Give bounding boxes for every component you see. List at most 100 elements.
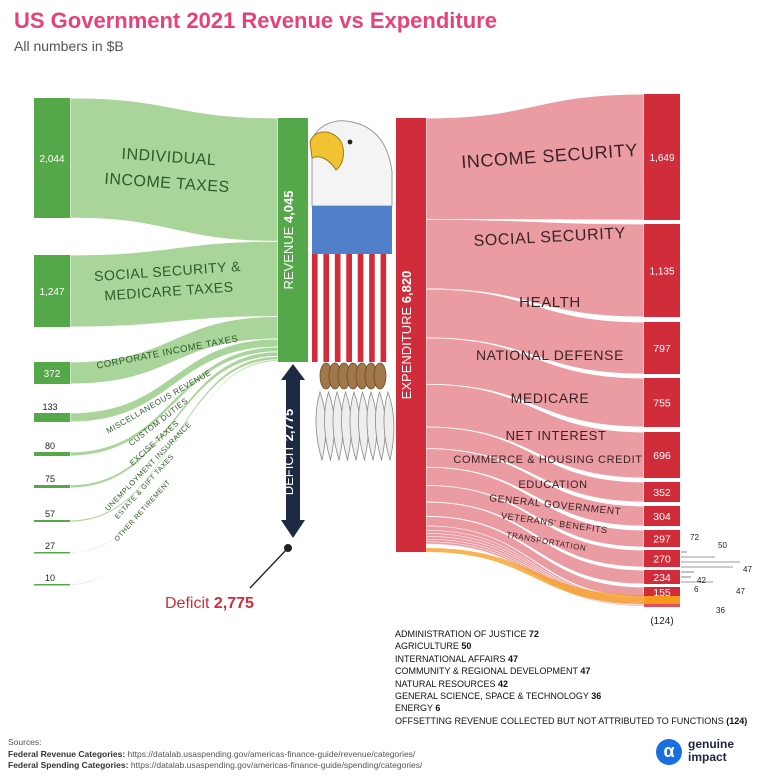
revenue-source-bar [34, 584, 70, 586]
expenditure-value-label: 1,649 [649, 153, 674, 164]
minor-item: GENERAL SCIENCE, SPACE & TECHNOLOGY 36 [395, 691, 602, 702]
revenue-flow [69, 97, 279, 242]
revenue-total-label: REVENUE 4,045 [281, 190, 296, 289]
eagle-shield-stripe [346, 254, 352, 362]
revenue-total-bar [278, 118, 308, 362]
expenditure-value-label: 797 [653, 343, 671, 355]
eagle-shield-stripe [317, 254, 324, 362]
eagle-shield-stripe [357, 254, 364, 362]
revenue-source-bar [34, 255, 70, 327]
logo-wordmark: genuine impact [688, 737, 735, 764]
deficit-arrow [281, 364, 305, 538]
expenditure-category-bar [644, 322, 680, 374]
eagle-shield-stripe [374, 254, 381, 362]
eagle-shield-stripe [329, 254, 335, 362]
minor-callout-label: 50 [718, 541, 727, 550]
eagle-shield-stripe [312, 254, 318, 362]
revenue-source-bar [34, 452, 70, 456]
minor-callout-label: 72 [690, 533, 699, 542]
eagle-shield-blue [312, 206, 392, 254]
expenditure-category-bar [644, 550, 680, 567]
expenditure-value-label: 270 [653, 554, 671, 566]
revenue-value-label: 57 [45, 509, 55, 519]
revenue-value-label: 133 [42, 402, 57, 412]
minor-callout-label: 36 [716, 606, 725, 615]
expenditure-category-bar [644, 570, 680, 584]
expenditure-value-label: 297 [653, 534, 671, 546]
revenue-value-label: 2,044 [39, 154, 64, 165]
eagle-shield-stripe [380, 254, 387, 362]
expenditure-total-bar [396, 118, 426, 552]
revenue-source-bar [34, 362, 70, 384]
expenditure-category-label: MEDICARE [511, 390, 590, 406]
eagle-shield-stripe [369, 254, 375, 362]
eagle-shield-stripe [386, 254, 392, 362]
minor-callout-label: 47 [743, 565, 752, 574]
sources-heading: Sources: [8, 737, 42, 747]
eagle-shield-stripe [334, 254, 341, 362]
revenue-source-bar [34, 413, 70, 422]
expenditure-category-label: NET INTEREST [506, 428, 607, 443]
revenue-source-bar [34, 552, 70, 554]
revenue-source-bar [34, 520, 70, 522]
genuine-impact-logo: α genuine impact [656, 738, 766, 768]
revenue-source-bar [34, 98, 70, 218]
expenditure-category-bar [644, 378, 680, 427]
deficit-label: DEFICIT 2,775 [281, 409, 296, 495]
expenditure-value-label: 755 [653, 398, 671, 410]
minor-expenditure-list: ADMINISTRATION OF JUSTICE 72 AGRICULTURE… [395, 628, 747, 727]
deficit-callout-dot [284, 544, 292, 552]
eagle-talon [373, 362, 387, 390]
expenditure-flow [425, 218, 645, 318]
minor-callout-label: 6 [694, 585, 699, 594]
eagle-shield-stripe [340, 254, 347, 362]
expenditure-category-label: EDUCATION [518, 479, 587, 491]
eagle-shield-stripe [363, 254, 370, 362]
eagle-eye [347, 139, 353, 145]
logo-alpha-icon: α [656, 739, 682, 765]
expenditure-category-bar [644, 94, 680, 220]
expenditure-category-bar [644, 432, 680, 478]
deficit-callout-line [249, 547, 289, 589]
expenditure-category-bar [644, 587, 680, 597]
minor-callout-label: 42 [697, 576, 706, 585]
expenditure-value-label: 234 [653, 572, 671, 584]
deficit-callout-label: Deficit 2,775 [165, 595, 254, 612]
minor-item: ADMINISTRATION OF JUSTICE 72 [395, 629, 539, 639]
revenue-value-label: 75 [45, 474, 55, 484]
expenditure-category-label: HEALTH [519, 294, 581, 311]
expenditure-value-label: 1,135 [649, 267, 674, 278]
eagle-shield-stripe [323, 254, 330, 362]
chart-title: US Government 2021 Revenue vs Expenditur… [14, 8, 497, 33]
source-spending: Federal Spending Categories: https://dat… [8, 760, 423, 770]
minor-item: INTERNATIONAL AFFAIRS 47 [395, 653, 519, 664]
eagle-shield-stripe [352, 254, 358, 362]
expenditure-category-label: COMMERCE & HOUSING CREDIT [453, 454, 642, 466]
revenue-value-label: 10 [45, 573, 55, 583]
minor-item: OFFSETTING REVENUE COLLECTED BUT NOT ATT… [395, 715, 748, 726]
eagle-tail-feather [383, 390, 395, 462]
expenditure-category-bar [644, 530, 680, 547]
revenue-value-label: 80 [45, 441, 55, 451]
expenditure-total-label: EXPENDITURE 6,820 [399, 271, 414, 400]
minor-item: NATURAL RESOURCES 42 [395, 678, 509, 689]
revenue-value-label: 27 [45, 541, 55, 551]
source-revenue: Federal Revenue Categories: https://data… [8, 748, 416, 759]
expenditure-value-label: 304 [653, 511, 671, 523]
expenditure-category-bar [644, 224, 680, 317]
expenditure-value-label: 352 [653, 487, 671, 499]
revenue-source-bar [34, 485, 70, 488]
expenditure-category-label: NATIONAL DEFENSE [476, 347, 624, 363]
minor-item: ENERGY 6 [395, 703, 441, 714]
expenditure-category-bar [644, 482, 680, 502]
revenue-value-label: 1,247 [39, 287, 64, 298]
offset-flow [426, 548, 644, 604]
minor-item: AGRICULTURE 50 [395, 641, 472, 652]
offset-value-label: (124) [650, 616, 673, 627]
chart-subtitle: All numbers in $B [14, 38, 124, 54]
minor-item: COMMUNITY & REGIONAL DEVELOPMENT 47 [395, 666, 591, 677]
expenditure-value-label: 696 [653, 450, 671, 462]
offset-bar [644, 596, 680, 604]
eagle-beak [309, 131, 344, 171]
